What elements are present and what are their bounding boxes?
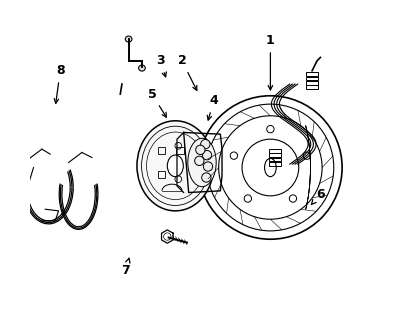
Text: 6: 6: [311, 188, 325, 205]
Circle shape: [201, 139, 210, 149]
Ellipse shape: [188, 138, 216, 187]
Text: 8: 8: [54, 64, 65, 103]
Circle shape: [203, 150, 212, 160]
Circle shape: [203, 162, 213, 171]
Ellipse shape: [137, 121, 214, 211]
Ellipse shape: [139, 65, 145, 71]
Circle shape: [202, 173, 211, 182]
Circle shape: [195, 156, 204, 165]
Text: 3: 3: [156, 54, 166, 77]
Ellipse shape: [167, 155, 183, 177]
Text: 1: 1: [266, 34, 275, 90]
Circle shape: [196, 145, 205, 154]
Ellipse shape: [125, 36, 132, 42]
Text: 5: 5: [148, 88, 166, 117]
Text: 7: 7: [121, 258, 130, 277]
Text: 4: 4: [207, 94, 218, 120]
Text: 2: 2: [178, 54, 197, 90]
